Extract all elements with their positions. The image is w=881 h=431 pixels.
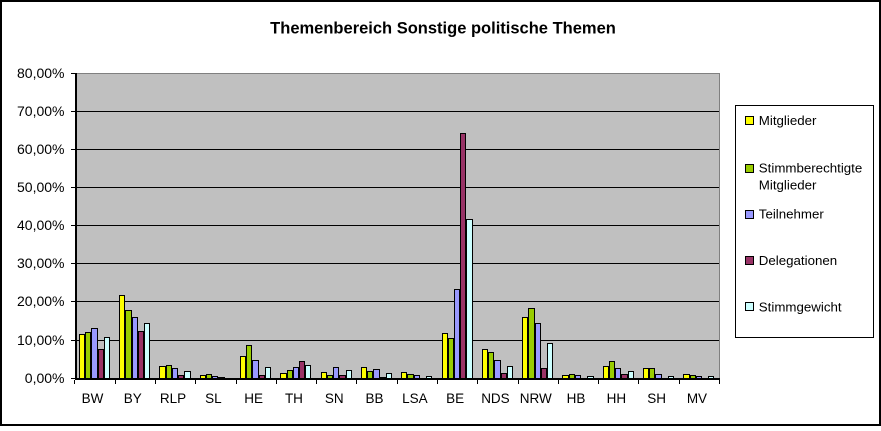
svg-text:60,00%: 60,00%: [17, 141, 64, 157]
svg-text:Delegationen: Delegationen: [759, 253, 837, 268]
svg-text:SH: SH: [647, 391, 666, 406]
svg-text:0,00%: 0,00%: [25, 370, 65, 386]
svg-text:40,00%: 40,00%: [17, 217, 64, 233]
svg-text:Mitglieder: Mitglieder: [759, 178, 817, 193]
svg-text:Stimmberechtigte: Stimmberechtigte: [759, 161, 862, 176]
svg-text:BY: BY: [124, 391, 142, 406]
svg-text:SN: SN: [325, 391, 344, 406]
svg-text:50,00%: 50,00%: [17, 179, 64, 195]
svg-text:TH: TH: [285, 391, 303, 406]
svg-text:Teilnehmer: Teilnehmer: [759, 207, 825, 222]
svg-text:SL: SL: [205, 391, 222, 406]
svg-text:30,00%: 30,00%: [17, 255, 64, 271]
svg-text:Themenbereich Sonstige politis: Themenbereich Sonstige politische Themen: [270, 19, 616, 37]
svg-text:NDS: NDS: [481, 391, 510, 406]
svg-text:BB: BB: [366, 391, 384, 406]
svg-text:MV: MV: [687, 391, 707, 406]
svg-text:HB: HB: [567, 391, 586, 406]
svg-text:NRW: NRW: [520, 391, 552, 406]
svg-text:LSA: LSA: [402, 391, 428, 406]
svg-text:HE: HE: [244, 391, 263, 406]
svg-text:BE: BE: [446, 391, 464, 406]
svg-text:80,00%: 80,00%: [17, 65, 64, 81]
svg-text:HH: HH: [607, 391, 627, 406]
svg-text:70,00%: 70,00%: [17, 103, 64, 119]
svg-text:20,00%: 20,00%: [17, 293, 64, 309]
svg-text:10,00%: 10,00%: [17, 332, 64, 348]
svg-text:Mitglieder: Mitglieder: [759, 113, 817, 128]
svg-text:RLP: RLP: [160, 391, 186, 406]
svg-text:Stimmgewicht: Stimmgewicht: [759, 299, 842, 314]
svg-text:BW: BW: [82, 391, 104, 406]
